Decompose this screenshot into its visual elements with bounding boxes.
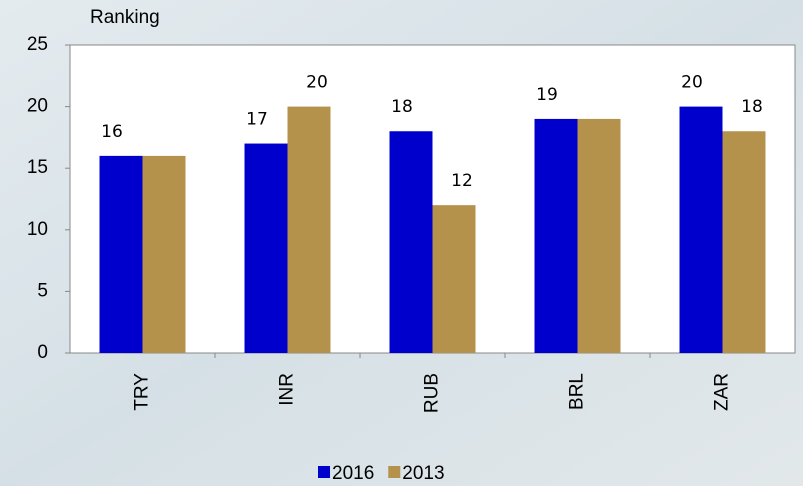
bar bbox=[245, 144, 288, 353]
x-tick-label: INR bbox=[277, 373, 298, 406]
bar bbox=[433, 205, 476, 353]
bar bbox=[578, 119, 621, 353]
legend-label: 2016 bbox=[332, 463, 374, 484]
x-tick-label: BRL bbox=[567, 373, 588, 410]
y-tick-label: 5 bbox=[37, 280, 48, 301]
bar bbox=[143, 156, 186, 353]
legend-swatch bbox=[388, 466, 400, 478]
y-tick-label: 25 bbox=[27, 34, 48, 55]
x-tick-label: ZAR bbox=[712, 373, 733, 411]
bar bbox=[100, 156, 143, 353]
data-label: 17 bbox=[246, 110, 268, 130]
y-tick-label: 15 bbox=[27, 157, 48, 178]
legend-swatch bbox=[318, 466, 330, 478]
y-axis-label: Ranking bbox=[90, 7, 160, 28]
data-label: 19 bbox=[536, 85, 558, 105]
data-label: 18 bbox=[391, 97, 413, 117]
x-tick-label: RUB bbox=[422, 373, 443, 413]
data-label: 20 bbox=[306, 73, 328, 93]
y-tick-label: 10 bbox=[27, 219, 48, 240]
chart: Ranking 0 5 10 15 20 25 TRY 16 INR 17 20 RUB 18 12 BRL… bbox=[0, 0, 803, 486]
y-tick-label: 0 bbox=[37, 342, 48, 363]
data-label: 12 bbox=[451, 171, 473, 191]
data-label: 18 bbox=[741, 97, 763, 117]
bar bbox=[288, 107, 331, 353]
bar bbox=[390, 131, 433, 353]
bar bbox=[535, 119, 578, 353]
data-label: 20 bbox=[681, 73, 703, 93]
y-tick-label: 20 bbox=[27, 96, 48, 117]
bar bbox=[723, 131, 766, 353]
data-label: 16 bbox=[101, 122, 123, 142]
x-tick-label: TRY bbox=[132, 373, 153, 411]
legend-label: 2013 bbox=[402, 463, 444, 484]
bar bbox=[680, 107, 723, 353]
